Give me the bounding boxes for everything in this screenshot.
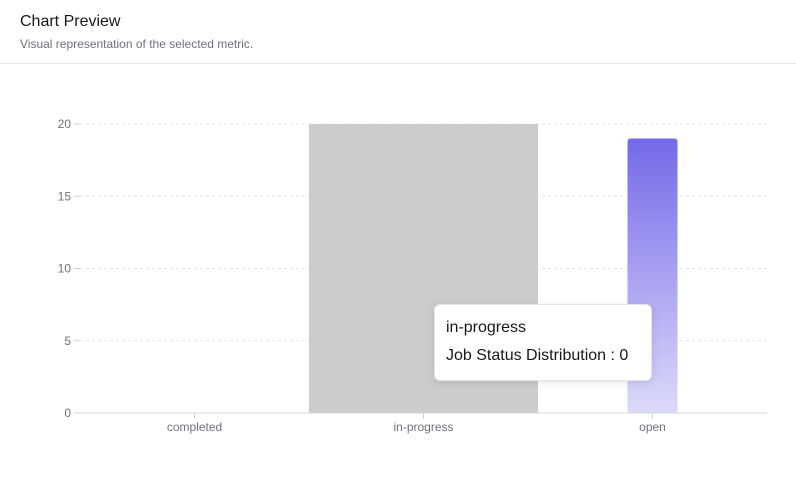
tooltip-value-line: Job Status Distribution : 0 [446,346,640,366]
card-title: Chart Preview [20,13,121,30]
card-subtitle: Visual representation of the selected me… [20,37,254,51]
x-tick-label-in-progress: in-progress [393,420,453,434]
tooltip-series-name: Job Status Distribution [446,347,607,364]
y-tick-label: 5 [64,334,71,348]
chart-area[interactable]: 0 5 10 15 20 completed in-progress open [0,64,796,493]
y-tick-label: 0 [64,406,71,420]
axes: 0 5 10 15 20 completed in-progress open [58,117,767,434]
chart-tooltip: in-progress Job Status Distribution : 0 [434,304,652,381]
x-tick-label-open: open [639,420,666,434]
y-tick-label: 20 [58,117,72,131]
x-tick-label-completed: completed [167,420,222,434]
bar-chart[interactable]: 0 5 10 15 20 completed in-progress open [0,64,796,493]
card-header: Chart Preview Visual representation of t… [0,0,796,64]
y-tick-label: 15 [58,189,72,203]
y-tick-label: 10 [58,262,72,276]
tooltip-separator: : [606,347,620,364]
tooltip-value: 0 [619,347,629,364]
tooltip-label: in-progress [446,319,527,336]
